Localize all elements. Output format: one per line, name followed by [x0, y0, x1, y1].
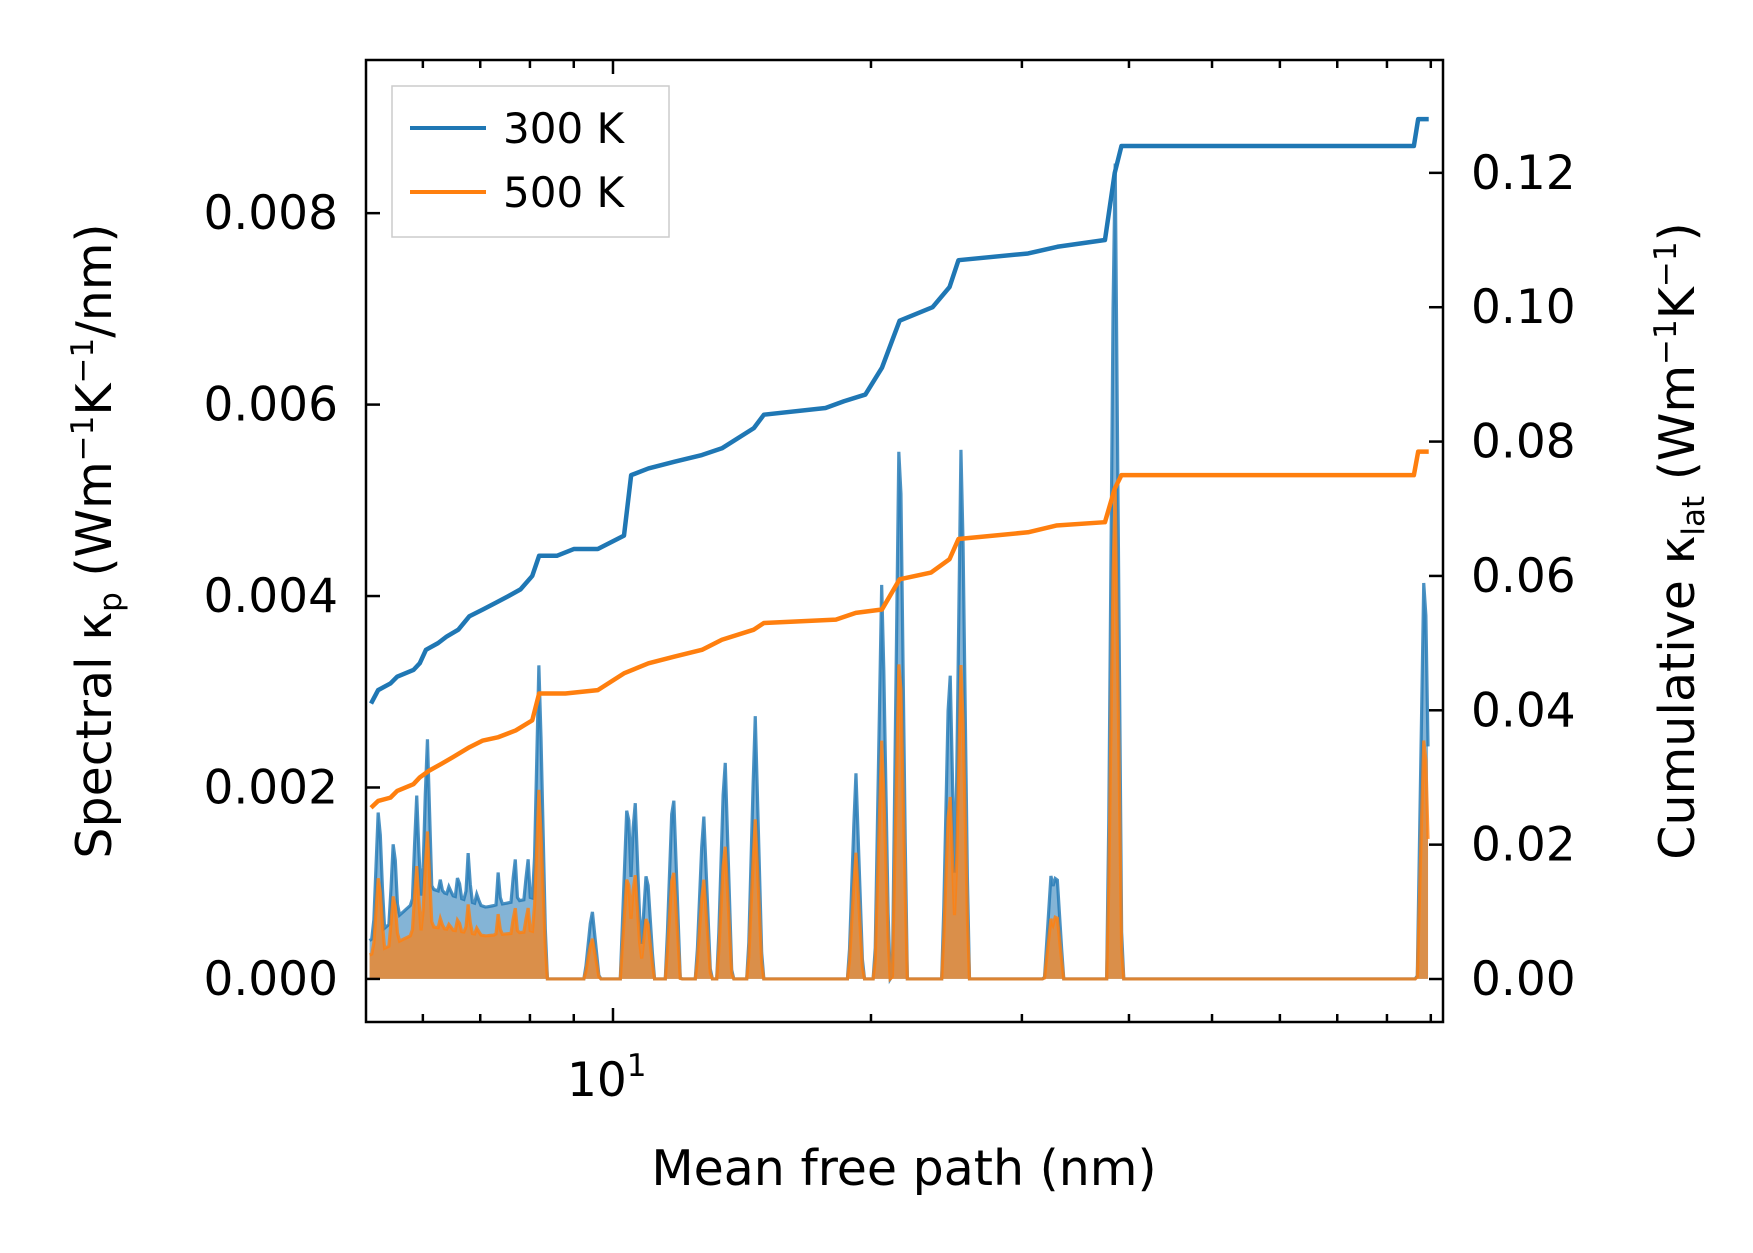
legend-label-300k: 300 K	[503, 104, 626, 153]
left-y-axis-label: Spectral κp (Wm−1K−1/nm)	[65, 223, 129, 858]
spectral-areas	[368, 163, 1430, 985]
right-y-axis-label: Cumulative κlat (Wm−1K−1)	[1648, 222, 1712, 859]
right-y-tick-labels: 0.00 0.02 0.04 0.06 0.08 0.10 0.12	[1471, 146, 1576, 1007]
right-y-tick-label: 0.06	[1471, 549, 1576, 604]
legend-box	[391, 85, 670, 238]
right-y-tick-label: 0.12	[1471, 146, 1576, 201]
right-y-tick-label: 0.10	[1471, 280, 1576, 335]
plot-frame	[364, 58, 1445, 1024]
right-y-tick-label: 0.02	[1471, 818, 1576, 873]
left-y-tick-label: 0.004	[203, 569, 338, 624]
legend-label-500k: 500 K	[503, 168, 626, 217]
cumulative-line-300k	[369, 116, 1429, 705]
cumulative-lines	[369, 116, 1429, 810]
x-tick-label-10: 101	[567, 1048, 647, 1108]
x-axis-label: Mean free path (nm)	[651, 1140, 1156, 1197]
left-y-tick-label: 0.000	[203, 952, 338, 1007]
left-y-tick-label: 0.008	[203, 186, 338, 241]
spectral-line-500k	[368, 486, 1430, 983]
right-y-tick-label: 0.04	[1471, 683, 1576, 738]
right-y-tick-label: 0.00	[1471, 952, 1576, 1007]
right-y-tick-label: 0.08	[1471, 415, 1576, 470]
cumulative-line-500k	[369, 449, 1429, 810]
left-y-tick-label: 0.006	[203, 378, 338, 433]
axis-ticks	[366, 60, 1443, 1022]
legend: 300 K 500 K	[391, 85, 670, 238]
left-y-tick-label: 0.002	[203, 760, 338, 815]
left-y-tick-labels: 0.000 0.002 0.004 0.006 0.008	[203, 186, 338, 1007]
